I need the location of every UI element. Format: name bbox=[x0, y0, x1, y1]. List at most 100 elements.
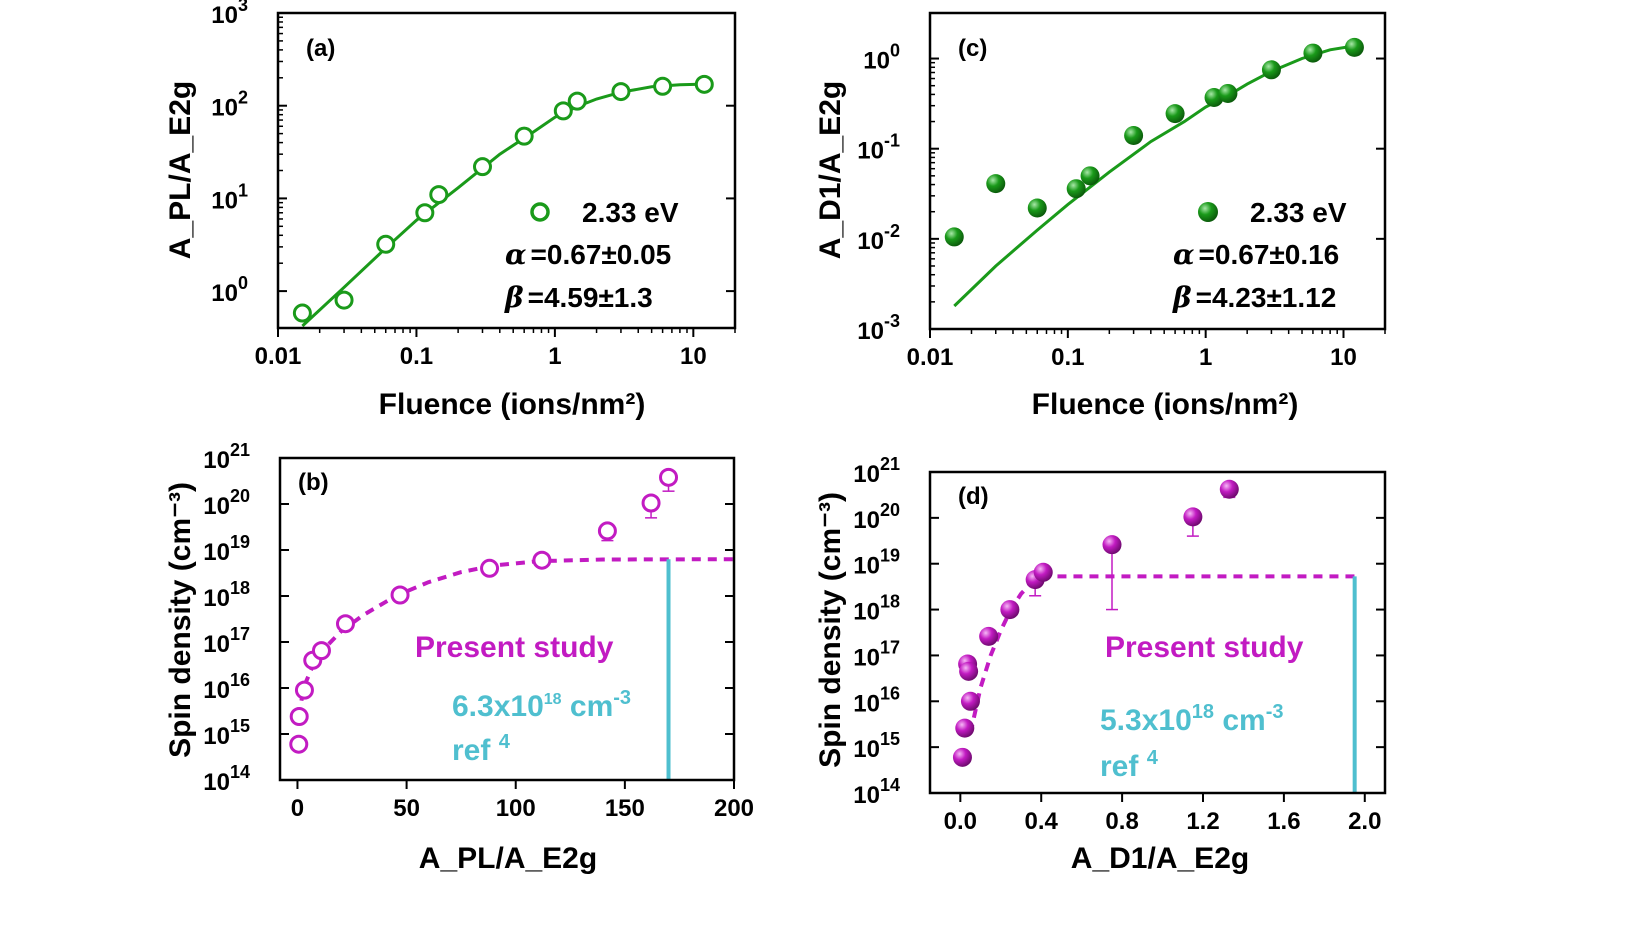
data-points bbox=[292, 74, 714, 323]
x-tick-label: 2.0 bbox=[1348, 808, 1381, 835]
data-point bbox=[289, 707, 309, 727]
data-point bbox=[960, 691, 980, 711]
beta-param: β =4.59±1.3 bbox=[504, 281, 653, 314]
y-tick-label: 1014 bbox=[853, 775, 900, 809]
data-point bbox=[1165, 104, 1185, 124]
data-point bbox=[514, 126, 534, 146]
plot-frame bbox=[928, 470, 1387, 795]
y-ticks: 1014 1015 1016 1017 1018 1019 1020 1021 bbox=[853, 454, 1385, 809]
y-tick-label: 1014 bbox=[203, 762, 250, 796]
y-tick-label: 1018 bbox=[203, 578, 250, 612]
x-tick-label: 0.01 bbox=[907, 344, 954, 371]
present-study-label: Present study bbox=[1105, 631, 1304, 664]
data-point bbox=[694, 74, 714, 94]
data-point bbox=[334, 290, 354, 310]
y-tick-label: 102 bbox=[211, 88, 248, 122]
present-study-label: Present study bbox=[415, 631, 614, 664]
x-axis-label: A_PL/A_E2g bbox=[419, 842, 597, 875]
y-tick-label: 101 bbox=[211, 180, 248, 214]
y-tick-label: 100 bbox=[863, 41, 900, 75]
data-point bbox=[611, 82, 631, 102]
data-point bbox=[641, 493, 661, 513]
data-point bbox=[952, 747, 972, 767]
x-tick-label: 0.4 bbox=[1025, 808, 1059, 835]
x-ticks: 0.01 0.1 1 10 bbox=[255, 328, 736, 370]
data-point bbox=[986, 174, 1006, 194]
data-point bbox=[294, 680, 314, 700]
y-ticks: 1014 1015 1016 1017 1018 1019 1020 1021 bbox=[203, 440, 734, 796]
data-point bbox=[1219, 479, 1239, 499]
y-tick-label: 1020 bbox=[203, 486, 250, 520]
y-ticks: 10-3 10-2 10-1 100 bbox=[857, 41, 1385, 345]
x-axis-label: Fluence (ions/nm²) bbox=[1032, 388, 1299, 421]
x-axis-label: A_D1/A_E2g bbox=[1071, 842, 1249, 875]
data-point bbox=[480, 558, 500, 578]
x-tick-label: 0.8 bbox=[1105, 808, 1138, 835]
y-tick-label: 1015 bbox=[853, 729, 900, 763]
data-points bbox=[952, 479, 1239, 767]
data-points bbox=[289, 467, 679, 754]
x-tick-label: 10 bbox=[1330, 344, 1357, 371]
legend: 2.33 eV α =0.67±0.16 β =4.23±1.12 bbox=[1172, 197, 1347, 314]
data-point bbox=[553, 101, 573, 121]
data-point bbox=[1102, 535, 1122, 555]
x-tick-label: 0.1 bbox=[400, 343, 433, 370]
legend-marker bbox=[530, 202, 550, 222]
y-tick-label: 1021 bbox=[853, 454, 900, 488]
y-tick-label: 1020 bbox=[853, 500, 900, 534]
x-tick-label: 150 bbox=[605, 795, 645, 822]
plot-frame bbox=[928, 11, 1387, 331]
x-ticks: 0 50 100 150 200 bbox=[291, 780, 754, 822]
x-tick-label: 1 bbox=[548, 343, 561, 370]
reference-citation: ref 4 bbox=[452, 731, 511, 767]
data-point bbox=[979, 626, 999, 646]
alpha-param: α =0.67±0.16 bbox=[1173, 238, 1339, 271]
y-tick-label: 1017 bbox=[203, 624, 250, 658]
data-point bbox=[1000, 600, 1020, 620]
data-point bbox=[1080, 166, 1100, 186]
data-point bbox=[1218, 83, 1238, 103]
legend-marker bbox=[1198, 202, 1218, 222]
data-point bbox=[376, 234, 396, 254]
data-point bbox=[415, 203, 435, 223]
data-point bbox=[292, 303, 312, 323]
x-tick-label: 10 bbox=[680, 343, 707, 370]
panel-label: (b) bbox=[298, 469, 329, 496]
data-point bbox=[472, 157, 492, 177]
data-point bbox=[1124, 126, 1144, 146]
data-points bbox=[944, 37, 1364, 247]
x-tick-label: 200 bbox=[714, 795, 754, 822]
data-point bbox=[1303, 43, 1323, 63]
data-point bbox=[1183, 507, 1203, 527]
data-point bbox=[944, 227, 964, 247]
panel-a: (a) 100 101 102 103 0.01 0.1 1 10 2.33 eV α =0.… bbox=[164, 0, 737, 421]
data-point bbox=[390, 585, 410, 605]
panel-d: (d) 1014 1015 1016 1017 1018 1019 1020 1021 0.0… bbox=[814, 454, 1387, 875]
legend-label: 2.33 eV bbox=[582, 197, 679, 228]
y-tick-label: 1017 bbox=[853, 637, 900, 671]
y-tick-label: 10-1 bbox=[857, 131, 900, 165]
x-tick-label: 0.0 bbox=[944, 808, 977, 835]
x-tick-label: 0.01 bbox=[255, 343, 302, 370]
data-point bbox=[311, 641, 331, 661]
data-point bbox=[532, 550, 552, 570]
fit-line bbox=[297, 557, 735, 717]
y-tick-label: 1019 bbox=[203, 532, 250, 566]
data-point bbox=[659, 467, 679, 487]
data-point bbox=[1344, 37, 1364, 57]
panel-c: (c) 10-3 10-2 10-1 100 0.01 0.1 1 10 2.33 eV α… bbox=[814, 11, 1387, 421]
fit-line bbox=[953, 44, 1355, 308]
data-point bbox=[1027, 198, 1047, 218]
reference-value: 6.3x1018 cm-3 bbox=[452, 687, 631, 723]
plot-frame bbox=[276, 11, 737, 330]
legend: 2.33 eV α =0.67±0.05 β =4.59±1.3 bbox=[504, 197, 679, 314]
x-tick-label: 0.1 bbox=[1051, 344, 1084, 371]
x-tick-label: 100 bbox=[496, 795, 536, 822]
plot-frame bbox=[278, 456, 736, 782]
y-tick-label: 1018 bbox=[853, 592, 900, 626]
panel-b: (b) 1014 1015 1016 1017 1018 1019 1020 1021 0 50… bbox=[164, 440, 754, 875]
x-axis-label: Fluence (ions/nm²) bbox=[379, 388, 646, 421]
x-tick-label: 50 bbox=[393, 795, 420, 822]
legend-label: 2.33 eV bbox=[1250, 197, 1347, 228]
